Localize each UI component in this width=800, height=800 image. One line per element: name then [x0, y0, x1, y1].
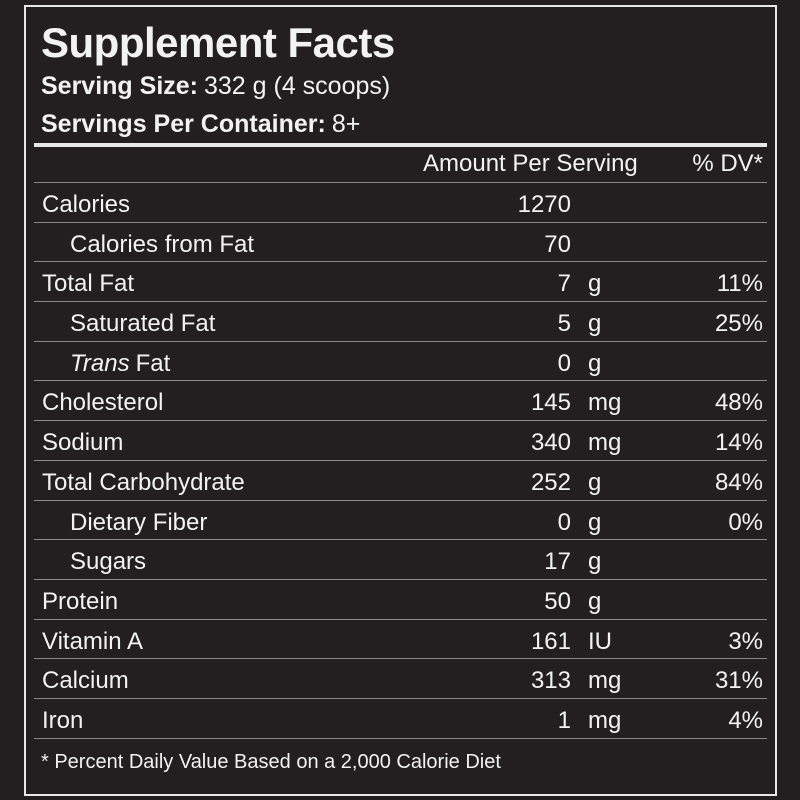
amount: 313 — [530, 667, 571, 695]
amount: 0 — [557, 349, 571, 377]
label-text: Cholesterol — [42, 389, 164, 417]
nutrient-label: Total Carbohydrate — [42, 469, 245, 497]
nutrient-label: Saturated Fat — [70, 310, 215, 338]
footnote: * Percent Daily Value Based on a 2,000 C… — [41, 751, 501, 773]
unit: g — [588, 310, 602, 338]
daily-value: 4% — [728, 706, 763, 734]
unit: g — [588, 270, 602, 298]
nutrient-row: Sugars 17 g — [34, 539, 767, 579]
nutrient-table: Calories 1270 Calories from Fat 70 Total Fat… — [34, 182, 767, 739]
nutrient-label: Vitamin A — [42, 628, 143, 656]
servings-label: Servings Per Container: — [41, 110, 326, 138]
serving-size-value: 332 g (4 scoops) — [204, 72, 391, 100]
nutrient-row: Protein 50 g — [34, 578, 767, 619]
nutrient-label: Protein — [42, 588, 118, 616]
nutrient-label: Dietary Fiber — [70, 509, 207, 537]
unit: mg — [588, 706, 622, 734]
unit: g — [588, 349, 602, 377]
nutrient-row: Calories 1270 — [34, 182, 767, 222]
label-text: Saturated Fat — [70, 310, 216, 338]
amount: 17 — [544, 548, 571, 576]
amount: 70 — [544, 230, 571, 258]
amount: 1 — [557, 706, 571, 734]
daily-value: 14% — [714, 429, 763, 457]
nutrient-label: Sodium — [42, 429, 123, 457]
serving-size-label: Serving Size: — [41, 72, 198, 100]
nutrient-label: Calories from Fat — [70, 231, 254, 259]
label-text: Sodium — [42, 429, 124, 457]
amount: 5 — [557, 310, 571, 338]
daily-value: 84% — [714, 468, 763, 496]
label-text: Total Fat — [42, 270, 135, 298]
servings-value: 8+ — [331, 110, 361, 138]
serving-size: Serving Size: 332 g (4 scoops) — [41, 74, 390, 99]
column-header: % DV* — [692, 150, 763, 177]
amount: 340 — [530, 429, 571, 457]
nutrient-label: Sugars — [70, 548, 146, 576]
nutrient-label: Calories — [42, 191, 130, 219]
amount: 50 — [544, 587, 571, 615]
nutrient-label: Iron — [42, 707, 83, 735]
daily-value: 11% — [716, 270, 763, 298]
column-header: Amount Per Serving — [423, 150, 638, 177]
unit: g — [588, 587, 602, 615]
nutrient-row: Total Fat 7 g 11% — [34, 261, 767, 301]
amount: 1270 — [517, 191, 571, 218]
label-text: Calories from Fat — [70, 230, 255, 258]
unit: IU — [588, 627, 612, 655]
nutrient-row: Iron 1 mg 4% — [34, 697, 767, 738]
unit: g — [588, 548, 602, 576]
nutrient-row: Calcium 313 mg 31% — [34, 658, 767, 698]
servings: Servings Per Container: 8+ — [41, 112, 360, 137]
nutrient-label: Cholesterol — [42, 389, 163, 417]
daily-value: 3% — [728, 627, 763, 655]
daily-value: 31% — [714, 667, 763, 695]
nutrient-label: Total Fat — [42, 270, 134, 298]
unit: mg — [588, 429, 622, 457]
nutrient-label: Trans Fat — [70, 350, 170, 378]
nutrient-row: Cholesterol 145 mg 48% — [34, 380, 767, 420]
nutrient-row: Sodium 340 mg 14% — [34, 420, 767, 460]
unit: mg — [588, 667, 622, 695]
daily-value: 48% — [714, 389, 763, 417]
amount: 252 — [530, 468, 571, 496]
label-text: Calories — [42, 191, 131, 218]
amount: 7 — [557, 270, 571, 298]
nutrient-row: Total Carbohydrate 252 g 84% — [34, 459, 767, 500]
unit: g — [588, 468, 602, 496]
label-text: Fat — [135, 349, 171, 377]
nutrient-row: Dietary Fiber 0 g 0% — [34, 499, 767, 540]
label-text: Sugars — [70, 548, 147, 576]
amount: 161 — [530, 627, 571, 655]
facts-panel: Supplement Facts Serving Size: 332 g (4 s… — [24, 5, 777, 796]
nutrient-row: Calories from Fat 70 — [34, 221, 767, 262]
label-italic: Trans — [70, 349, 130, 377]
label-text: Iron — [42, 706, 84, 734]
nutrient-label: Calcium — [42, 667, 129, 695]
divider — [34, 737, 767, 739]
label-text: Total Carbohydrate — [42, 468, 245, 496]
label-text: Dietary Fiber — [70, 508, 208, 536]
label-text: Calcium — [42, 667, 129, 695]
title: Supplement Facts — [41, 19, 395, 66]
divider — [34, 143, 767, 147]
label-text: Protein — [42, 587, 119, 615]
amount: 145 — [530, 389, 571, 417]
unit: mg — [588, 389, 622, 417]
nutrient-row: Saturated Fat 5 g 25% — [34, 301, 767, 341]
amount: 0 — [557, 508, 571, 536]
unit: g — [588, 508, 602, 536]
daily-value: 25% — [714, 310, 763, 338]
nutrient-row: Trans Fat 0 g — [34, 340, 767, 381]
nutrient-row: Vitamin A 161 IU 3% — [34, 618, 767, 659]
label-text: Vitamin A — [42, 627, 143, 655]
daily-value: 0% — [728, 508, 763, 536]
